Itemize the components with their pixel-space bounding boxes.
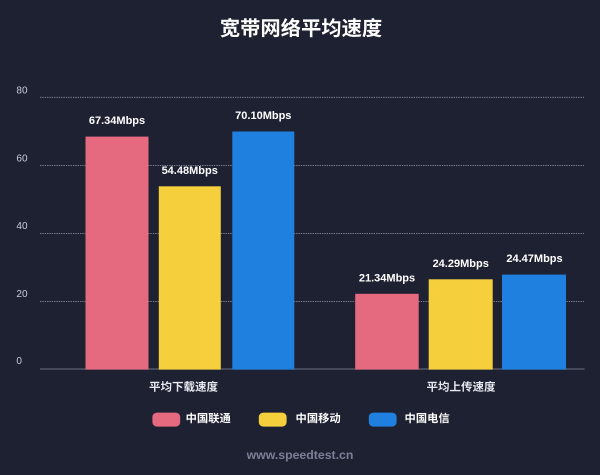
svg-text:80: 80 (16, 86, 28, 97)
svg-text:54.48Mbps: 54.48Mbps (162, 165, 218, 177)
svg-text:24.47Mbps: 24.47Mbps (506, 253, 562, 265)
svg-text:21.34Mbps: 21.34Mbps (359, 272, 415, 284)
svg-text:40: 40 (16, 221, 28, 232)
svg-text:60: 60 (16, 153, 28, 164)
svg-text:0: 0 (16, 356, 22, 367)
svg-text:20: 20 (16, 289, 28, 300)
svg-text:24.29Mbps: 24.29Mbps (433, 258, 489, 270)
svg-text:67.34Mbps: 67.34Mbps (89, 115, 145, 127)
svg-text:www.speedtest.cn: www.speedtest.cn (246, 448, 354, 462)
svg-text:70.10Mbps: 70.10Mbps (235, 110, 291, 122)
